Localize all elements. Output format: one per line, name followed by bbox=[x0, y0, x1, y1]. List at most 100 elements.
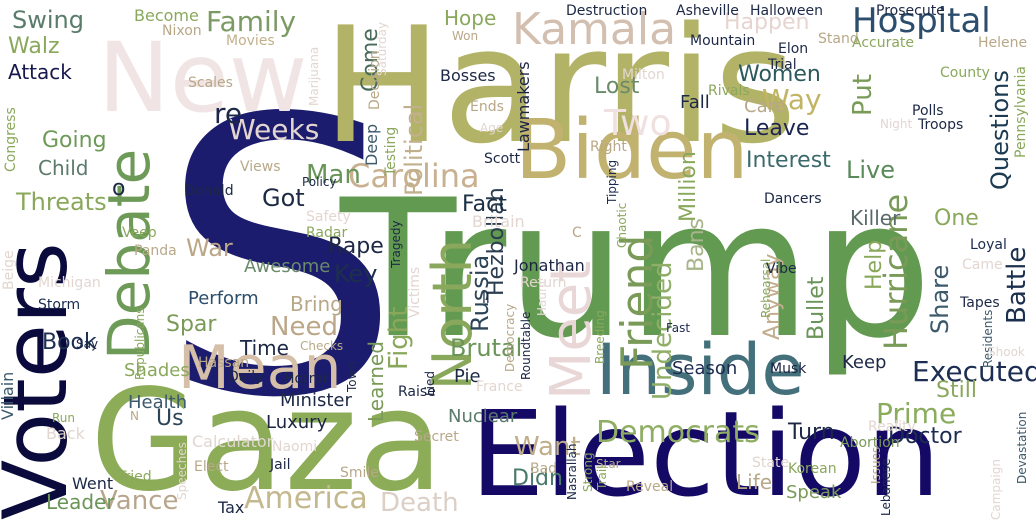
cloud-word: Halloween bbox=[750, 3, 824, 19]
cloud-word: Democracy bbox=[503, 303, 517, 372]
cloud-word: Devastation bbox=[1015, 411, 1029, 484]
cloud-word: Tipping bbox=[605, 159, 619, 204]
cloud-word: Got bbox=[262, 184, 305, 212]
cloud-word: Bullet bbox=[804, 276, 829, 340]
cloud-word: Lawmakers bbox=[514, 61, 533, 152]
cloud-word: Way bbox=[762, 83, 822, 116]
cloud-word: Hospital bbox=[852, 1, 991, 41]
cloud-word: Bring bbox=[290, 292, 343, 316]
cloud-word: Gaza bbox=[90, 360, 444, 523]
cloud-word: Perform bbox=[188, 288, 259, 309]
cloud-word: Nuclear bbox=[448, 406, 518, 427]
cloud-word: Polls bbox=[912, 103, 944, 119]
cloud-word: Mountain bbox=[690, 33, 756, 49]
cloud-word: Trail bbox=[595, 465, 609, 490]
cloud-word: Shades bbox=[124, 360, 190, 381]
cloud-word: Prosecute bbox=[876, 3, 945, 19]
cloud-word: Donald bbox=[184, 183, 234, 199]
cloud-word: Us bbox=[156, 406, 184, 431]
cloud-word: Asheville bbox=[676, 3, 739, 19]
cloud-word: N bbox=[130, 409, 139, 423]
cloud-word: Roundtable bbox=[519, 311, 533, 380]
cloud-word: Musk bbox=[770, 361, 807, 377]
cloud-word: Breeding bbox=[593, 310, 607, 364]
cloud-word: Care bbox=[744, 96, 786, 117]
cloud-word: Return bbox=[520, 275, 567, 291]
cloud-word: Vance bbox=[100, 486, 179, 516]
cloud-word: Victims bbox=[407, 266, 423, 318]
cloud-word: Rape bbox=[328, 234, 384, 259]
cloud-word: Learned bbox=[364, 341, 388, 422]
cloud-word: Policy bbox=[302, 175, 337, 189]
cloud-word: Scott bbox=[484, 151, 521, 167]
cloud-word: Age bbox=[480, 121, 504, 135]
cloud-word: Nixon bbox=[162, 23, 202, 39]
cloud-word: Town bbox=[345, 361, 359, 392]
cloud-word: Republicans bbox=[133, 307, 147, 381]
cloud-word: Nasrallah bbox=[565, 443, 579, 501]
cloud-word: Veep bbox=[122, 225, 157, 241]
cloud-word: Put bbox=[848, 74, 878, 116]
cloud-word: Scales bbox=[188, 75, 233, 91]
cloud-word: Troops bbox=[918, 117, 964, 133]
cloud-word: New bbox=[98, 22, 308, 134]
cloud-word: Swing bbox=[12, 6, 84, 34]
cloud-word: State bbox=[752, 455, 790, 471]
cloud-word: Brutal bbox=[450, 334, 523, 362]
cloud-word: Key bbox=[334, 260, 378, 288]
cloud-word: Elon bbox=[778, 41, 809, 57]
cloud-word: Residents bbox=[981, 309, 995, 368]
cloud-word: Loyal bbox=[970, 237, 1007, 253]
cloud-word: Saturday bbox=[375, 21, 389, 76]
cloud-word: Become bbox=[134, 6, 199, 25]
cloud-word: Want bbox=[514, 432, 581, 462]
cloud-word: Happen bbox=[724, 10, 810, 35]
cloud-word: Rivals bbox=[708, 83, 750, 99]
cloud-word: Dancers bbox=[764, 191, 822, 207]
cloud-word: Deep bbox=[362, 123, 381, 166]
cloud-word: Child bbox=[38, 156, 89, 180]
cloud-word: ll bbox=[482, 291, 490, 307]
cloud-word: Health bbox=[128, 392, 188, 413]
cloud-word: Lebanese bbox=[879, 458, 893, 516]
cloud-word: Night bbox=[880, 117, 913, 131]
cloud-word: Interest bbox=[746, 148, 831, 173]
cloud-word: Still bbox=[936, 378, 977, 403]
cloud-word: Live bbox=[846, 156, 896, 184]
cloud-word: Say bbox=[76, 337, 99, 351]
cloud-word: Trump bbox=[340, 159, 933, 380]
cloud-word: Help bbox=[862, 239, 887, 290]
cloud-word: Executed bbox=[912, 355, 1036, 388]
cloud-word: o bbox=[112, 176, 126, 201]
cloud-word: S bbox=[160, 38, 402, 481]
cloud-word: Shook bbox=[988, 345, 1025, 359]
cloud-word: Reality bbox=[868, 419, 916, 435]
cloud-word: Tragedy bbox=[389, 220, 403, 268]
cloud-word: Daily bbox=[228, 369, 264, 385]
cloud-word: Came bbox=[962, 257, 1003, 273]
cloud-word: Share bbox=[926, 264, 954, 334]
cloud-word: Testing bbox=[383, 126, 399, 176]
cloud-word: Minister bbox=[280, 390, 352, 411]
cloud-word: Smile bbox=[340, 465, 379, 481]
cloud-word: Beige bbox=[1, 250, 17, 290]
cloud-word: Didn bbox=[512, 466, 563, 491]
cloud-word: Inside bbox=[596, 329, 805, 411]
cloud-word: Destruction bbox=[566, 3, 648, 19]
cloud-word: Trial bbox=[768, 57, 797, 73]
cloud-word: Britain bbox=[472, 212, 525, 231]
cloud-word: Ends bbox=[470, 99, 504, 115]
cloud-word: Fall bbox=[680, 92, 710, 113]
cloud-word: Naomi bbox=[272, 439, 318, 455]
cloud-word: Weeks bbox=[228, 113, 320, 146]
cloud-word: Stand bbox=[818, 31, 859, 47]
cloud-word: Leader bbox=[46, 490, 115, 514]
cloud-word: Run bbox=[52, 411, 76, 425]
cloud-word: Mean bbox=[178, 333, 342, 403]
cloud-word: County bbox=[940, 65, 990, 81]
cloud-word: Democrats bbox=[596, 415, 760, 450]
cloud-word: Checks bbox=[300, 339, 344, 353]
cloud-word: Time bbox=[240, 336, 289, 360]
cloud-word: Secret bbox=[414, 429, 459, 445]
cloud-word: Family bbox=[206, 5, 297, 38]
